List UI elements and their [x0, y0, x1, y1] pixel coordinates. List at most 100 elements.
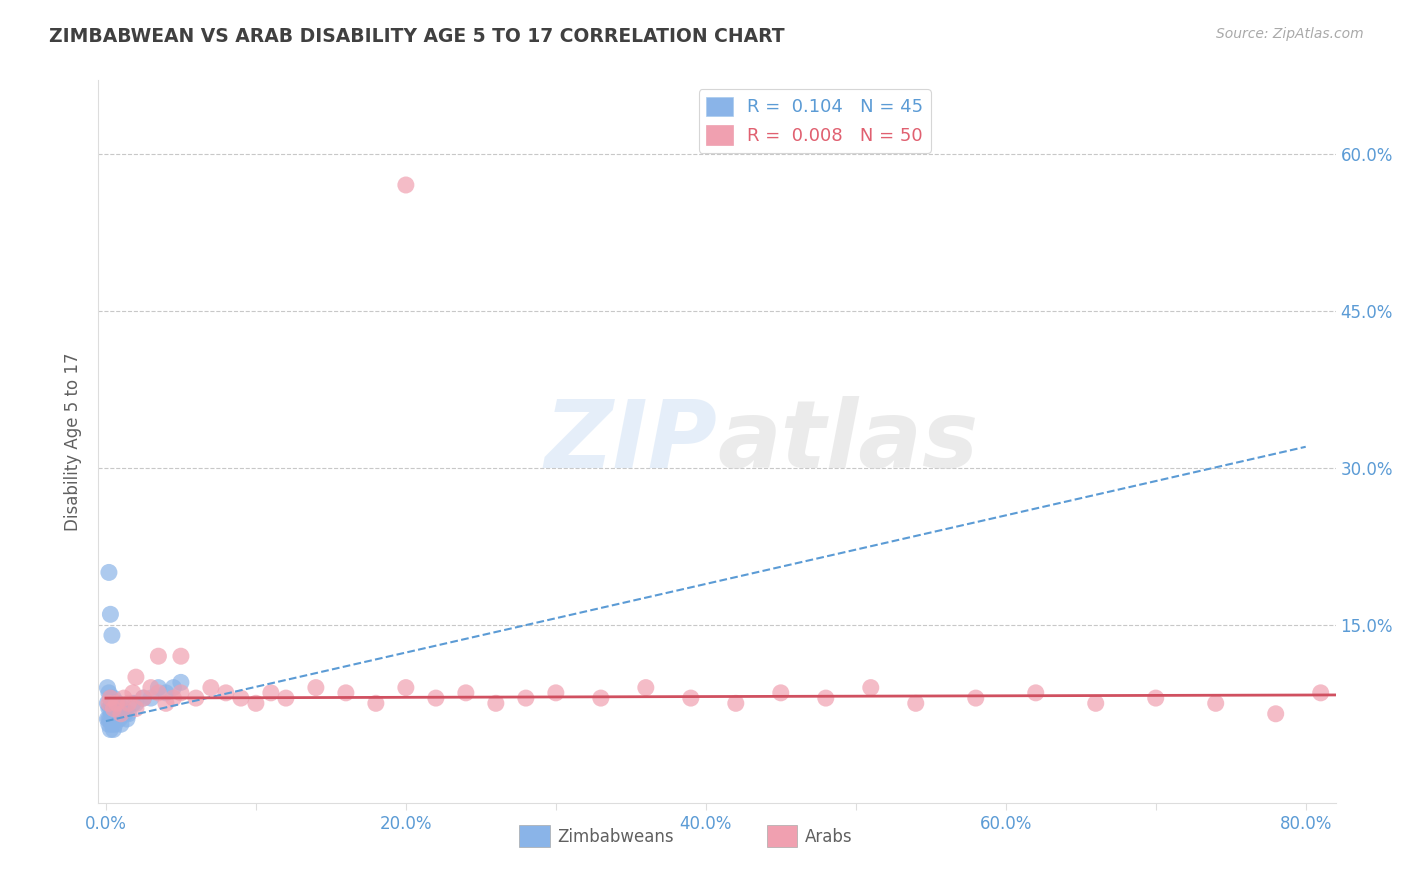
- Point: [100, 691, 122, 706]
- Point: [125, 670, 148, 684]
- Point: [904, 696, 927, 710]
- Point: [104, 696, 127, 710]
- Point: [589, 691, 612, 706]
- Point: [170, 649, 193, 664]
- Point: [110, 706, 132, 721]
- Point: [101, 628, 124, 642]
- Point: [107, 712, 129, 726]
- Point: [148, 686, 170, 700]
- Point: [155, 696, 177, 710]
- Point: [139, 681, 162, 695]
- Point: [544, 686, 567, 700]
- Point: [515, 691, 537, 706]
- Point: [132, 691, 155, 706]
- Point: [117, 706, 139, 721]
- Point: [122, 686, 145, 700]
- Point: [1025, 686, 1047, 700]
- Point: [105, 701, 128, 715]
- Point: [101, 717, 124, 731]
- Point: [100, 712, 122, 726]
- Point: [364, 696, 387, 710]
- Point: [170, 675, 193, 690]
- Text: ZIP: ZIP: [544, 395, 717, 488]
- Point: [115, 712, 138, 726]
- Point: [100, 723, 122, 737]
- Text: ZIMBABWEAN VS ARAB DISABILITY AGE 5 TO 17 CORRELATION CHART: ZIMBABWEAN VS ARAB DISABILITY AGE 5 TO 1…: [49, 27, 785, 45]
- Text: Source: ZipAtlas.com: Source: ZipAtlas.com: [1216, 27, 1364, 41]
- Point: [103, 712, 125, 726]
- Point: [108, 701, 131, 715]
- Point: [634, 681, 657, 695]
- Point: [97, 566, 120, 580]
- Point: [395, 178, 418, 192]
- Point: [305, 681, 328, 695]
- Point: [485, 696, 508, 710]
- Point: [170, 686, 193, 700]
- Point: [104, 717, 127, 731]
- Point: [679, 691, 702, 706]
- Point: [245, 696, 267, 710]
- Point: [395, 681, 418, 695]
- Point: [260, 686, 283, 700]
- Point: [103, 701, 125, 715]
- Point: [335, 686, 357, 700]
- Point: [97, 717, 120, 731]
- Point: [110, 706, 132, 721]
- Point: [965, 691, 987, 706]
- Point: [425, 691, 447, 706]
- Point: [162, 681, 184, 695]
- Point: [454, 686, 477, 700]
- Point: [162, 691, 184, 706]
- Legend: R =  0.104   N = 45, R =  0.008   N = 50: R = 0.104 N = 45, R = 0.008 N = 50: [699, 89, 931, 153]
- Point: [105, 696, 128, 710]
- Point: [148, 681, 170, 695]
- Point: [117, 696, 139, 710]
- Point: [111, 701, 134, 715]
- Point: [229, 691, 252, 706]
- Point: [97, 686, 120, 700]
- Point: [97, 712, 120, 726]
- Point: [769, 686, 792, 700]
- Point: [112, 706, 135, 721]
- Point: [100, 701, 122, 715]
- Point: [1264, 706, 1286, 721]
- Point: [103, 723, 125, 737]
- Point: [1084, 696, 1107, 710]
- Point: [122, 696, 145, 710]
- Point: [101, 696, 124, 710]
- Point: [105, 712, 128, 726]
- Point: [215, 686, 238, 700]
- Point: [100, 691, 122, 706]
- Text: atlas: atlas: [717, 395, 979, 488]
- Point: [859, 681, 882, 695]
- Point: [132, 691, 155, 706]
- Point: [96, 712, 118, 726]
- Point: [96, 681, 118, 695]
- Point: [1144, 691, 1167, 706]
- Point: [103, 691, 125, 706]
- Point: [100, 607, 122, 622]
- Text: Zimbabweans: Zimbabweans: [557, 828, 673, 846]
- Point: [155, 686, 177, 700]
- Point: [101, 706, 124, 721]
- Point: [148, 649, 170, 664]
- Y-axis label: Disability Age 5 to 17: Disability Age 5 to 17: [65, 352, 83, 531]
- Point: [96, 696, 118, 710]
- Point: [1205, 696, 1227, 710]
- Point: [184, 691, 207, 706]
- Point: [274, 691, 297, 706]
- Point: [112, 691, 135, 706]
- Point: [108, 712, 131, 726]
- Point: [200, 681, 222, 695]
- Point: [97, 701, 120, 715]
- Point: [724, 696, 747, 710]
- Text: Arabs: Arabs: [804, 828, 852, 846]
- Point: [1309, 686, 1331, 700]
- Point: [103, 701, 125, 715]
- Point: [139, 691, 162, 706]
- Point: [114, 706, 136, 721]
- Point: [110, 717, 132, 731]
- Point: [125, 696, 148, 710]
- Point: [814, 691, 837, 706]
- Point: [97, 696, 120, 710]
